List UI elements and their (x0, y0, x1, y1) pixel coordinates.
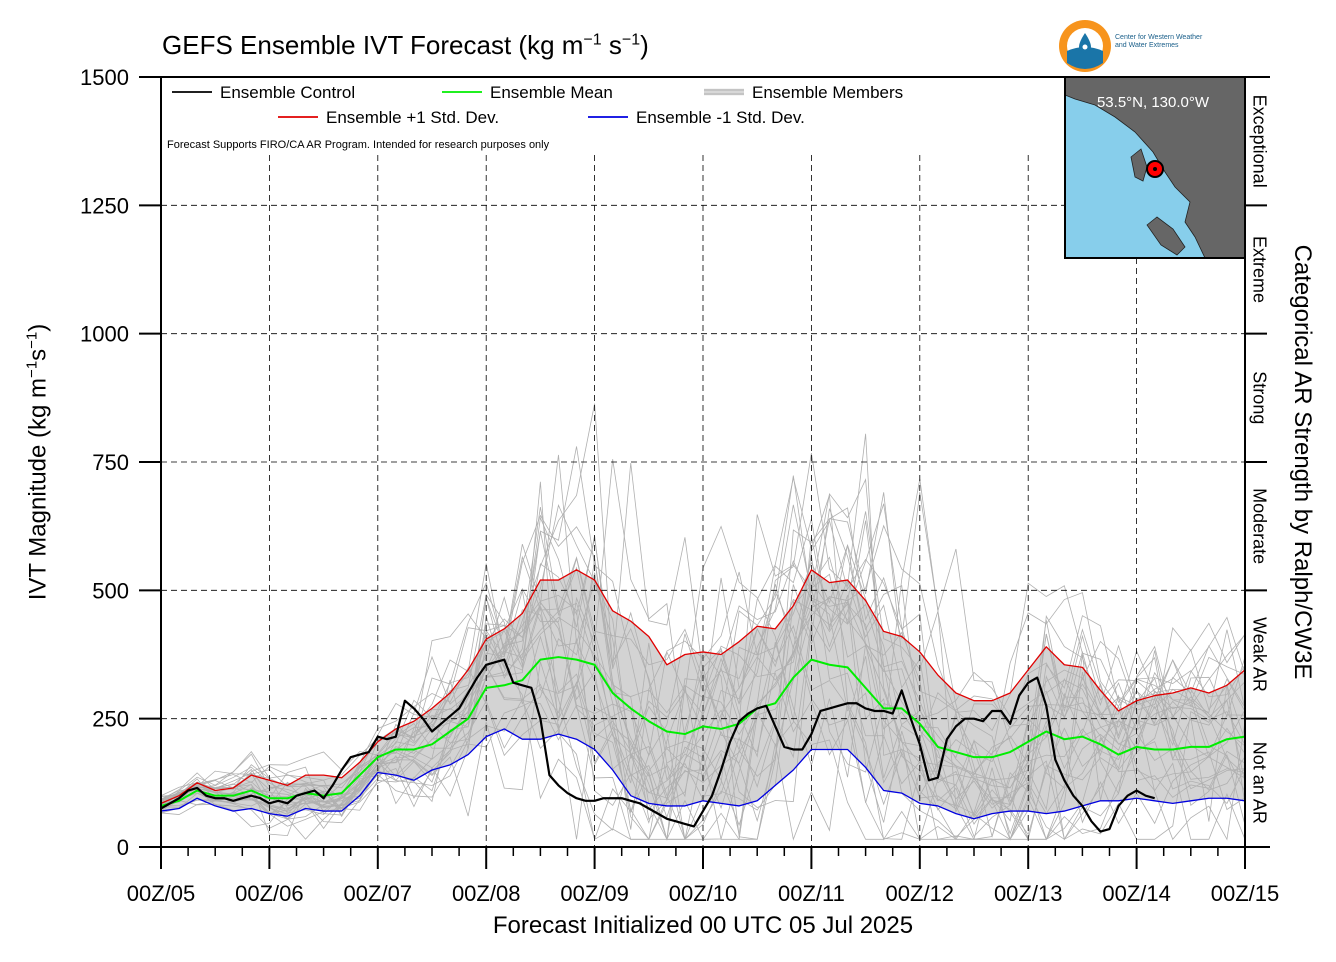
ensemble-1-std-dev-line (160, 569, 1246, 804)
y-tick-label: 1000 (80, 322, 129, 347)
x-tick-label: 00Z/09 (560, 881, 629, 906)
x-tick-label: 00Z/11 (778, 881, 845, 906)
y-tick-label: 1500 (80, 65, 129, 90)
category-label: Exceptional (1249, 95, 1269, 188)
x-tick-label: 00Z/08 (452, 881, 521, 906)
ensemble-mean-line (160, 656, 1246, 807)
x-tick-label: 00Z/10 (669, 881, 738, 906)
y-axis-label: IVT Magnitude (kg m−1s−1) (23, 323, 52, 601)
grid (161, 155, 1245, 847)
category-label: Strong (1249, 371, 1269, 424)
ensemble-member-line (161, 543, 1245, 841)
chart-title: GEFS Ensemble IVT Forecast (kg m−1 s−1) (162, 30, 649, 60)
map-island (1146, 216, 1186, 256)
ensemble-member-line (161, 597, 1245, 806)
y-tick-label: 500 (92, 578, 129, 603)
category-label: Extreme (1249, 236, 1269, 303)
inset-location-label: 53.5°N, 130.0°W (1097, 94, 1210, 111)
y-tick-label: 250 (92, 707, 129, 732)
x-tick-label: 00Z/12 (886, 881, 955, 906)
category-label: Not an AR (1249, 742, 1269, 824)
ensemble-1-std-dev-line (160, 728, 1246, 820)
right-axis-label: Categorical AR Strength by Ralph/CW3E (1289, 244, 1316, 680)
ensemble-control-line (160, 658, 1155, 833)
map-location-dot (1153, 167, 1157, 171)
y-tick-label: 1250 (80, 193, 129, 218)
logo-line2: and Water Extremes (1115, 42, 1179, 49)
inset-map: 53.5°N, 130.0°W (1064, 76, 1246, 259)
y-tick-label: 750 (92, 450, 129, 475)
ensemble-member-line (161, 596, 1245, 838)
logo-line1: Center for Western Weather (1115, 34, 1203, 41)
x-tick-label: 00Z/06 (235, 881, 304, 906)
ensemble-member-line (161, 462, 1245, 825)
x-tick-label: 00Z/15 (1211, 881, 1280, 906)
x-axis-label: Forecast Initialized 00 UTC 05 Jul 2025 (492, 912, 914, 939)
cw3e-logo: Center for Western Weather and Water Extr… (1058, 19, 1258, 73)
legend: Ensemble Control Ensemble Mean Ensemble Me… (172, 83, 903, 127)
ensemble-member-line (161, 514, 1245, 838)
map-island (1130, 148, 1148, 182)
legend-label: Ensemble Mean (490, 83, 613, 102)
x-tick-label: 00Z/14 (1102, 881, 1171, 906)
legend-label: Ensemble Members (752, 83, 903, 102)
x-tick-label: 00Z/07 (344, 881, 413, 906)
disclaimer-note: Forecast Supports FIRO/CA AR Program. In… (167, 139, 550, 151)
axes: 0 250 500 750 1000 1250 1500 00Z/05 00Z/06 00Z/07… (80, 65, 1279, 906)
legend-label: Ensemble Control (220, 83, 355, 102)
x-tick-label: 00Z/13 (994, 881, 1063, 906)
cw3e-logo-icon (1059, 20, 1111, 72)
x-tick-label: 00Z/05 (127, 881, 196, 906)
category-label: Weak AR (1249, 617, 1269, 692)
legend-label: Ensemble -1 Std. Dev. (636, 108, 805, 127)
y-tick-label: 0 (117, 835, 129, 860)
category-label: Moderate (1249, 488, 1269, 564)
ensemble-member-line (161, 492, 1245, 840)
legend-label: Ensemble +1 Std. Dev. (326, 108, 499, 127)
